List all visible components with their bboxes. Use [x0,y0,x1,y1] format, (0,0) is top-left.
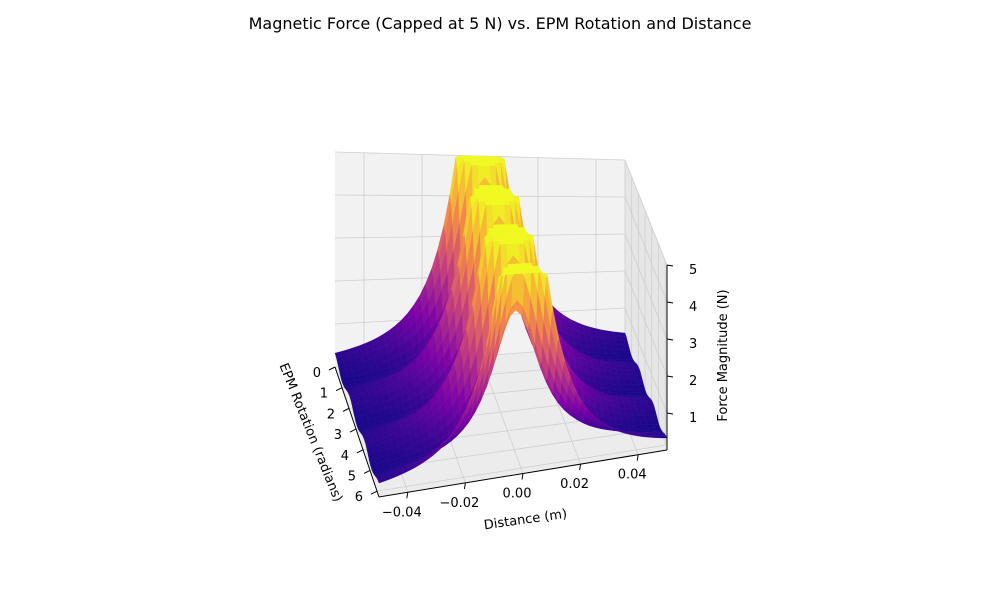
x-tick-label: 0.04 [618,468,647,483]
surface-patch [377,477,386,484]
x-tick [636,454,639,461]
force-surface [334,155,668,484]
z-tick-label: 2 [689,374,697,389]
surface-patch [641,428,650,432]
z-axis-label: Force Magnitude (N) [716,289,731,421]
y-axis-line [334,366,380,498]
y-tick [335,387,343,392]
x-tick-label: 0.00 [503,487,532,502]
z-tick [666,301,674,304]
z-tick [666,412,674,415]
grid-line-z [624,196,668,303]
y-tick-label: 1 [320,387,328,402]
z-tick [666,338,674,341]
z-tick-label: 1 [689,411,697,426]
grid-line-z [624,307,668,414]
y-tick-label: 0 [313,366,321,381]
x-tick [579,464,582,471]
x-tick [463,482,466,489]
z-tick-label: 4 [689,300,697,315]
y-tick [342,407,350,412]
y-tick-label: 4 [341,449,349,464]
right-pane [625,160,667,450]
y-tick-label: 5 [348,469,356,484]
y-tick-label: 2 [327,407,335,422]
y-tick [328,366,336,371]
y-tick [356,449,364,454]
y-tick [349,428,357,433]
z-tick [666,264,674,267]
grid-line-z [624,233,668,340]
x-tick-label: 0.02 [560,477,589,492]
x-tick-label: −0.04 [382,505,422,520]
y-tick-label: 6 [355,490,363,505]
chart-title: Magnetic Force (Capped at 5 N) vs. EPM R… [249,14,752,33]
z-tick-label: 5 [689,263,697,278]
x-tick [406,492,409,499]
y-tick [370,490,378,495]
z-tick-label: 3 [689,337,697,352]
x-tick-label: −0.02 [439,496,479,511]
y-tick-label: 3 [334,428,342,443]
y-tick [363,470,371,474]
grid-line-z [624,159,668,266]
x-tick [521,473,524,480]
grid-line-y [376,444,666,492]
axes-ticks: −0.04 −0.02 0.00 0.02 0.04 0 1 2 3 4 5 6 1 2 3 4 5 [313,263,698,520]
x-axis-label: Distance (m) [483,507,568,534]
z-tick [666,375,674,378]
grid-line-z [624,270,668,377]
